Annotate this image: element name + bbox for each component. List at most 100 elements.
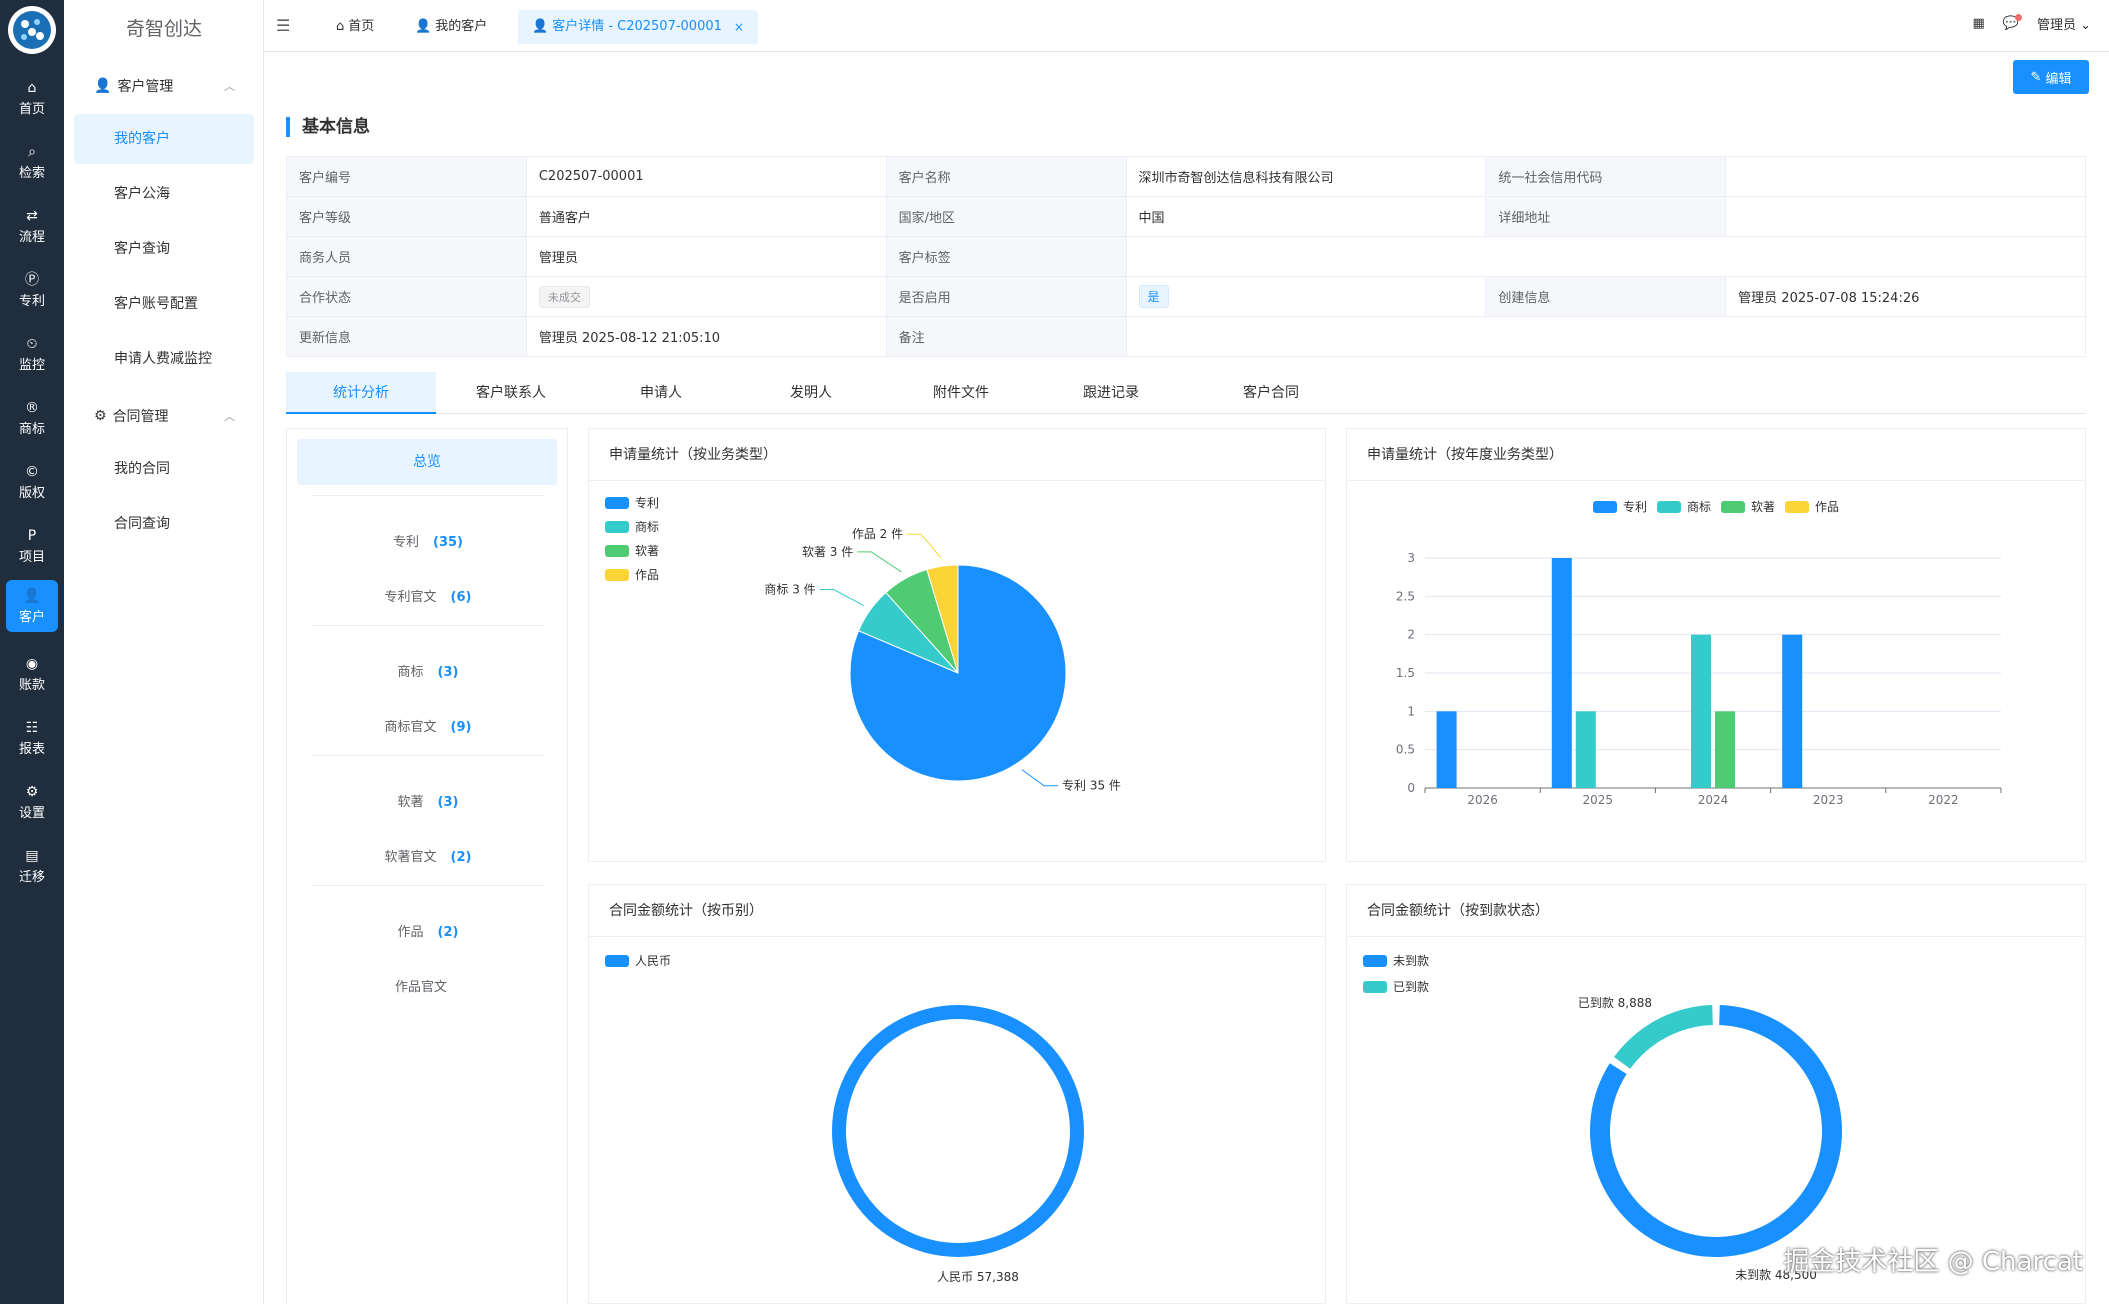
pie-label-line	[857, 551, 902, 573]
customer-icon: 👤	[23, 587, 41, 604]
tags-value	[1125, 236, 2087, 277]
pie-label: 商标 3 件	[764, 582, 815, 597]
stat-label: 软著官文	[384, 850, 437, 865]
pie-label: 专利 35 件	[1062, 778, 1121, 793]
home-icon: ⌂	[336, 19, 345, 34]
rail-item-label: 检索	[18, 165, 45, 181]
chart-card-currency: 合同金额统计（按币别） 人民币 人民币 57,388	[588, 884, 1326, 1304]
stat-row-trademark[interactable]: 商标 (3)	[287, 661, 569, 680]
tab-contracts[interactable]: 客户合同	[1243, 385, 1299, 401]
sub-item-contract-query[interactable]: 合同查询	[114, 516, 170, 532]
stat-row-patent-docs[interactable]: 专利官文 (6)	[287, 586, 569, 605]
tab-label: 首页	[348, 19, 375, 34]
stat-row-software[interactable]: 软著 (3)	[287, 791, 569, 810]
tab-home[interactable]: ⌂ 首页	[328, 10, 382, 44]
menu-group-label: 客户管理	[117, 79, 174, 95]
stat-label: 专利官文	[384, 590, 437, 605]
sub-item-account-config[interactable]: 客户账号配置	[114, 296, 198, 312]
close-icon[interactable]: ×	[733, 20, 744, 34]
rail-item-label: 报表	[18, 741, 45, 757]
table-row: 更新信息 管理员 2025-08-12 21:05:10 备注	[286, 316, 2087, 357]
top-bar: ☰ ⌂ 首页 👤 我的客户 👤 客户详情 - C202507-00001 × ▦…	[264, 0, 2109, 52]
detail-tabs: 统计分析 客户联系人 申请人 发明人 附件文件 跟进记录 客户合同	[286, 372, 2086, 414]
bar-chart: 专利 商标 软著 作品 0 0.5 1 1.5 2 2.5 3 2026 2025 2024 2023 202…	[1396, 499, 2002, 807]
stat-label: 作品	[397, 925, 424, 940]
rail-item-monitor[interactable]: ⏲ 监控	[6, 328, 58, 380]
legend-label: 专利	[635, 495, 659, 510]
user-name: 管理员	[2036, 18, 2076, 33]
home-icon: ⌂	[27, 79, 37, 96]
bar	[1551, 558, 1572, 788]
legend-label: 已到款	[1393, 980, 1429, 994]
stat-row-software-docs[interactable]: 软著官文 (2)	[287, 846, 569, 865]
legend-label: 作品	[635, 568, 659, 582]
pie-label-line	[819, 589, 864, 606]
rail-item-migrate[interactable]: ▤ 迁移	[6, 840, 58, 892]
edit-button[interactable]: ✎ 编辑	[2013, 60, 2089, 94]
rail-item-search[interactable]: ⌕ 检索	[6, 136, 58, 188]
chevron-up-icon: ︿	[224, 410, 235, 423]
donut-segment	[1614, 1005, 1713, 1069]
section-title: 基本信息	[286, 117, 370, 137]
tab-applicants[interactable]: 申请人	[640, 385, 682, 401]
menu-group-customer[interactable]: 👤 客户管理 ︿	[94, 76, 235, 96]
stat-row-works[interactable]: 作品 (2)	[287, 921, 569, 940]
rail-item-copyright[interactable]: © 版权	[6, 456, 58, 508]
divider	[311, 755, 545, 756]
legend-swatch	[1721, 501, 1745, 513]
stat-row-works-docs[interactable]: 作品官文	[287, 976, 569, 995]
customer-no-value: C202507-00001	[525, 156, 887, 197]
app-logo[interactable]	[8, 6, 56, 54]
address-value	[1725, 196, 2086, 237]
rail-item-report[interactable]: ☷ 报表	[6, 712, 58, 764]
field-label: 客户名称	[885, 156, 1127, 197]
message-icon[interactable]: 💬	[2003, 14, 2022, 31]
tab-my-customers[interactable]: 👤 我的客户	[407, 10, 495, 44]
overview-button[interactable]: 总览	[297, 439, 557, 485]
rail-item-settings[interactable]: ⚙ 设置	[6, 776, 58, 828]
rail-item-project[interactable]: P 项目	[6, 520, 58, 572]
tab-attachments[interactable]: 附件文件	[933, 385, 989, 401]
field-label: 客户标签	[885, 236, 1127, 277]
credit-code-value	[1725, 156, 2086, 197]
chart-card-business-type: 申请量统计（按业务类型） 专利 商标 软著 作品 专利 35 件 商标 3 件 软著 3 件…	[588, 428, 1326, 862]
tab-followups[interactable]: 跟进记录	[1083, 385, 1139, 401]
stat-label: 商标官文	[384, 720, 437, 735]
collapse-menu-icon[interactable]: ☰	[276, 16, 291, 35]
rail-item-flow[interactable]: ⇄ 流程	[6, 200, 58, 252]
sub-item-my-contracts[interactable]: 我的合同	[114, 461, 170, 477]
donut-segment	[831, 1005, 1084, 1257]
sales-value: 管理员	[525, 236, 887, 277]
settings-icon: ⚙	[25, 783, 39, 800]
tab-contacts[interactable]: 客户联系人	[476, 385, 546, 401]
sub-item-my-customers[interactable]: 我的客户	[74, 114, 254, 164]
stat-count: (3)	[437, 665, 459, 680]
tab-statistics[interactable]: 统计分析	[286, 372, 436, 414]
menu-group-contract[interactable]: ⚙ 合同管理 ︿	[94, 406, 235, 426]
rail-item-home[interactable]: ⌂ 首页	[6, 72, 58, 124]
legend-label: 未到款	[1393, 954, 1429, 968]
legend-label: 软著	[635, 544, 659, 558]
user-menu[interactable]: 管理员 ⌄	[2037, 14, 2091, 33]
stat-row-trademark-docs[interactable]: 商标官文 (9)	[287, 716, 569, 735]
sub-item-customer-pool[interactable]: 客户公海	[114, 186, 170, 202]
stat-count: (9)	[450, 720, 472, 735]
sub-item-customer-query[interactable]: 客户查询	[114, 241, 170, 257]
tab-inventors[interactable]: 发明人	[790, 385, 832, 401]
tab-label: 客户详情 - C202507-00001	[552, 19, 722, 34]
rail-item-patent[interactable]: Ⓟ 专利	[6, 264, 58, 316]
rail-item-label: 监控	[18, 357, 45, 373]
field-label: 创建信息	[1485, 276, 1727, 317]
grid-icon[interactable]: ▦	[1972, 16, 1985, 31]
pie-label: 作品 2 件	[852, 527, 903, 541]
sub-item-fee-monitor[interactable]: 申请人费减监控	[114, 351, 212, 367]
tab-customer-detail[interactable]: 👤 客户详情 - C202507-00001 ×	[518, 10, 758, 44]
enabled-badge: 是	[1138, 285, 1169, 308]
rail-item-trademark[interactable]: ® 商标	[6, 392, 58, 444]
x-tick-label: 2026	[1467, 793, 1498, 807]
rail-item-account[interactable]: ◉ 账款	[6, 648, 58, 700]
flow-icon: ⇄	[26, 207, 38, 224]
rail-item-customer[interactable]: 👤 客户	[6, 580, 58, 632]
stat-count: (2)	[437, 925, 459, 940]
stat-row-patent[interactable]: 专利 (35)	[287, 531, 569, 550]
